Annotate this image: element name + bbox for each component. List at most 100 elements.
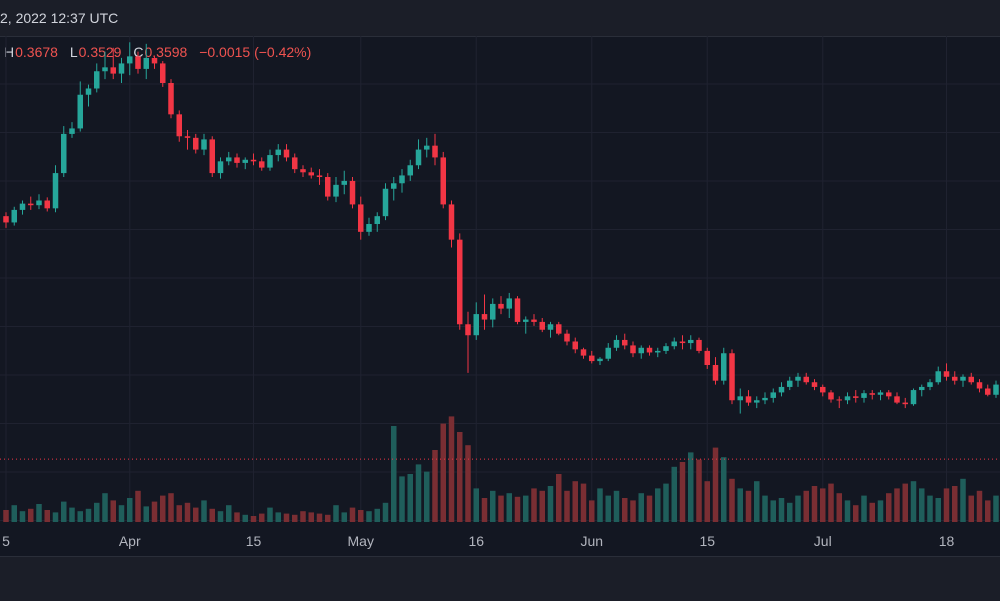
candle-body: [704, 350, 710, 365]
volume-bar: [745, 490, 752, 522]
volume-bar: [844, 500, 851, 522]
close-value: 0.3598: [144, 44, 188, 60]
time-axis: 5 Apr 15 May 16 Jun 15 Jul 18: [2, 533, 954, 549]
volume-bar: [729, 478, 735, 522]
candle-body: [267, 155, 273, 168]
candle-body: [448, 204, 455, 240]
candle-body: [828, 392, 834, 400]
candle-body: [250, 159, 257, 162]
candle-body: [341, 180, 347, 185]
volume-bar: [242, 514, 248, 522]
volume-bar: [902, 483, 908, 522]
volume-bar: [712, 447, 719, 522]
volume-bar: [655, 488, 661, 522]
candle-body: [127, 56, 133, 64]
volume-bar: [754, 481, 760, 522]
volume-bar: [316, 513, 323, 522]
candle-body: [613, 339, 620, 348]
volume-bar: [910, 481, 917, 522]
candle-body: [415, 149, 422, 166]
candle-body: [325, 177, 331, 197]
candle-body: [333, 184, 339, 197]
volume-bar: [778, 498, 785, 522]
candle-body: [853, 396, 859, 398]
volume-bar: [382, 502, 389, 522]
candle-body: [679, 341, 686, 344]
volume-bar: [960, 478, 966, 522]
volume-bar: [77, 511, 83, 522]
volume-bar: [597, 488, 603, 522]
candle-body: [506, 298, 512, 309]
volume-bar: [11, 505, 17, 522]
volume-bar: [399, 476, 405, 522]
x-tick-label: Jun: [580, 533, 603, 549]
candle-body: [457, 239, 463, 325]
volume-bar: [589, 500, 595, 522]
volume-bar: [663, 483, 669, 522]
volume-bar: [118, 505, 125, 522]
volume-bar: [853, 505, 859, 522]
volume-bar: [94, 502, 100, 522]
x-tick-label: 15: [246, 533, 262, 549]
volume-bar: [465, 445, 471, 522]
candle-body: [481, 314, 488, 320]
candle-body: [151, 57, 158, 64]
volume-bar: [267, 507, 273, 522]
volume-bar: [127, 498, 133, 522]
volume-bar: [85, 508, 92, 522]
x-tick-label: May: [348, 533, 374, 549]
candle-body: [118, 63, 125, 74]
volume-bar: [836, 493, 842, 522]
volume-bar: [184, 502, 191, 522]
candle-body: [539, 321, 545, 330]
volume-bar: [358, 510, 364, 522]
x-tick-label: 18: [939, 533, 955, 549]
volume-bar: [102, 493, 108, 522]
volume-bar: [407, 474, 413, 522]
volume-bar: [44, 510, 50, 522]
price-chart[interactable]: 5 Apr 15 May 16 Jun 15 Jul 18: [0, 36, 1000, 556]
candle-body: [770, 392, 776, 398]
candle-body: [886, 392, 892, 397]
candle-body: [217, 161, 224, 174]
candle-body: [94, 71, 100, 89]
volume-bar: [696, 459, 702, 522]
volume-bar: [490, 490, 496, 522]
candle-body: [201, 139, 207, 150]
volume-bar: [300, 511, 306, 522]
candle-body: [234, 157, 240, 163]
candle-body: [399, 175, 405, 184]
candle-body: [209, 139, 215, 174]
candle-body: [52, 173, 59, 209]
volume-bar: [168, 493, 174, 522]
candle-body: [349, 180, 356, 205]
candle-body: [28, 203, 34, 206]
volume-bar: [432, 450, 438, 522]
candle-body: [844, 396, 851, 401]
volume-bar: [424, 471, 430, 522]
x-tick-label: Jul: [814, 533, 832, 549]
volume-bar: [580, 483, 587, 522]
candle-body: [630, 345, 636, 354]
candle-body: [514, 298, 521, 322]
volume-bar: [160, 495, 166, 522]
volume-bar: [993, 495, 999, 522]
candle-body: [184, 136, 191, 138]
candle-body: [36, 200, 42, 206]
candle-body: [292, 157, 298, 170]
candle-body: [861, 393, 867, 398]
low-value: 0.3529: [78, 44, 122, 60]
candle-body: [135, 56, 141, 69]
volume-bar: [391, 426, 397, 522]
candle-body: [968, 376, 974, 383]
volume-bar: [671, 466, 677, 522]
candle-body: [374, 216, 380, 224]
x-tick-label: 5: [2, 533, 10, 549]
candle-body: [605, 347, 611, 359]
volume-bar: [523, 495, 529, 522]
candle-body: [259, 161, 265, 168]
candle-body: [226, 157, 232, 162]
volume-bar: [28, 508, 34, 522]
candle-body: [787, 380, 793, 387]
candle-body: [820, 386, 826, 393]
